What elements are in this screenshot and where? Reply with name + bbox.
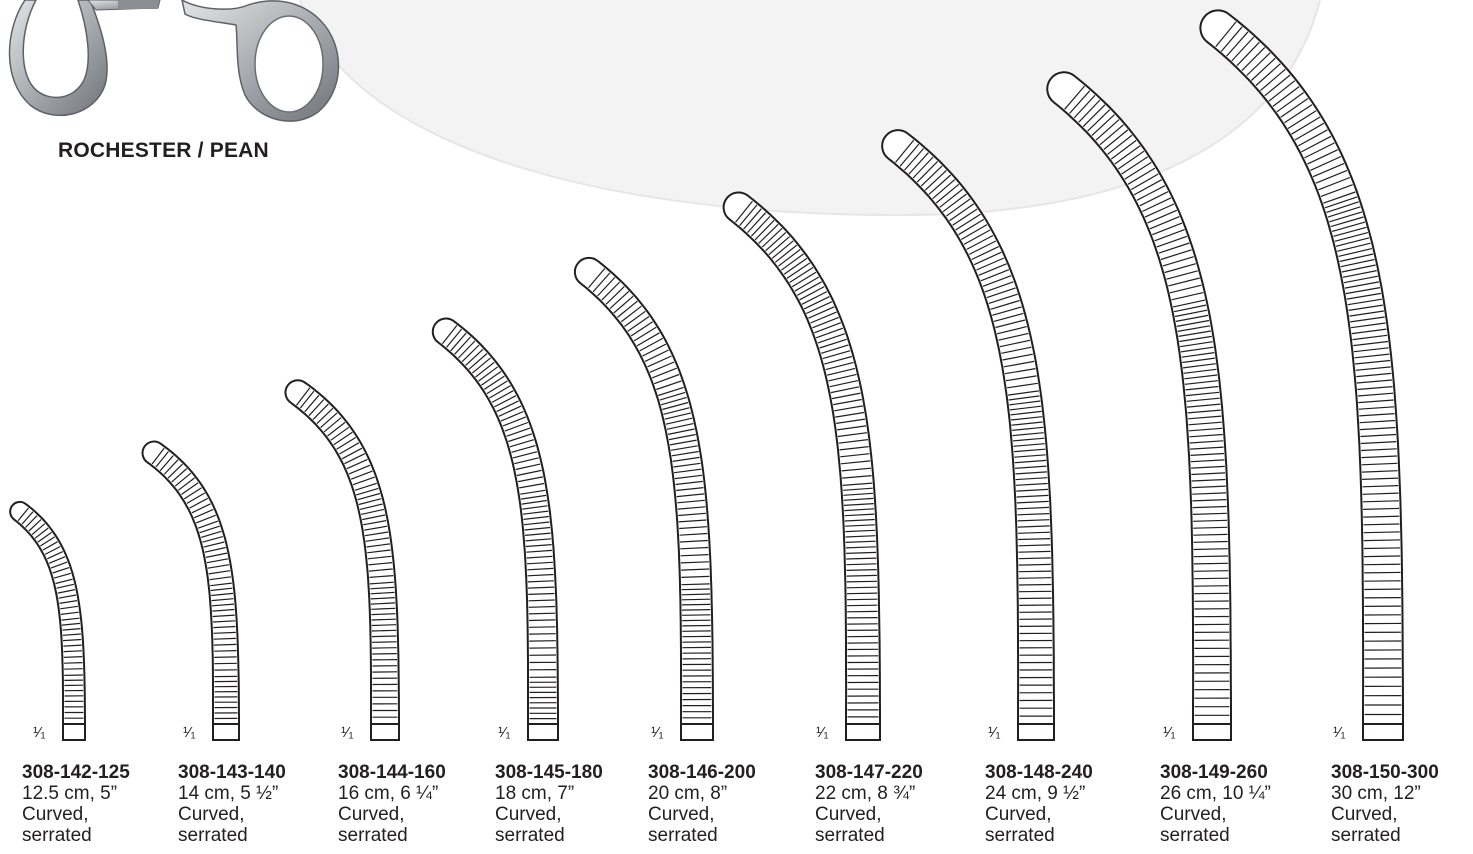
box-joint [845,723,881,741]
product-shape: Curved, [178,804,245,825]
product-label: 308-144-160 16 cm, 6 ¼” Curved, serrated [338,762,488,846]
product-code: 308-147-220 [815,762,923,783]
product-size: 20 cm, 8” [648,783,728,804]
jaw-outline [141,440,240,725]
product-size: 12.5 cm, 5” [22,783,118,804]
box-joint [212,723,240,741]
product-jaw-type: serrated [1160,825,1230,846]
scale-marker: ¹⁄₁ [1333,724,1346,741]
forceps-jaw-308-149-260 [1046,71,1232,741]
jaw-outline [9,500,86,725]
forceps-jaw-308-144-160 [284,379,400,741]
product-jaw-type: serrated [338,825,408,846]
product-code: 308-145-180 [495,762,603,783]
scale-marker: ¹⁄₁ [33,724,46,741]
product-size: 24 cm, 9 ½” [985,783,1086,804]
product-jaw-type: serrated [985,825,1055,846]
jaw-serrations [17,507,84,719]
jaw-outline [284,379,400,725]
product-shape: Curved, [815,804,882,825]
jaw-outline [722,191,881,725]
product-shape: Curved, [648,804,715,825]
scale-marker: ¹⁄₁ [988,724,1001,741]
product-size: 22 cm, 8 ¾” [815,783,916,804]
scale-marker: ¹⁄₁ [1163,724,1176,741]
product-size: 26 cm, 10 ¼” [1160,783,1271,804]
jaw-serrations [1064,85,1230,716]
scale-marker: ¹⁄₁ [816,724,829,741]
jaw-outline [1046,71,1232,725]
jaw-serrations [588,268,712,719]
box-joint [62,723,86,741]
product-label: 308-148-240 24 cm, 9 ½” Curved, serrated [985,762,1135,846]
forceps-jaw-308-147-220 [722,191,881,741]
product-label: 308-145-180 18 cm, 7” Curved, serrated [495,762,645,846]
product-shape: Curved, [22,804,89,825]
scale-marker: ¹⁄₁ [498,724,511,741]
box-joint [1192,723,1232,741]
product-label: 308-146-200 20 cm, 8” Curved, serrated [648,762,798,846]
product-jaw-type: serrated [648,825,718,846]
product-code: 308-148-240 [985,762,1093,783]
jaw-serrations [1215,21,1402,716]
product-shape: Curved, [1160,804,1227,825]
scale-marker: ¹⁄₁ [183,724,196,741]
product-code: 308-144-160 [338,762,446,783]
jaw-serrations [151,447,238,720]
box-joint [1017,723,1055,741]
product-size: 30 cm, 12” [1331,783,1421,804]
product-label: 308-147-220 22 cm, 8 ¾” Curved, serrated [815,762,965,846]
jaw-serrations [441,325,557,720]
forceps-jaw-308-145-180 [431,317,559,741]
product-size: 14 cm, 5 ½” [178,783,279,804]
instruments-group [9,9,1404,741]
jaw-outline [881,129,1055,725]
forceps-jaw-308-143-140 [141,440,240,741]
product-shape: Curved, [495,804,562,825]
jaw-outline [1199,9,1404,725]
forceps-jaw-308-148-240 [881,129,1055,741]
jaw-outline [431,317,559,725]
product-size: 18 cm, 7” [495,783,575,804]
product-code: 308-149-260 [1160,762,1268,783]
product-shape: Curved, [1331,804,1398,825]
scale-marker: ¹⁄₁ [341,724,354,741]
product-size: 16 cm, 6 ¼” [338,783,439,804]
jaw-serrations [296,387,398,718]
box-joint [680,723,714,741]
box-joint [527,723,559,741]
product-code: 308-142-125 [22,762,130,783]
jaw-serrations [895,139,1053,717]
product-jaw-type: serrated [178,825,248,846]
product-label: 308-142-125 12.5 cm, 5” Curved, serrated [22,762,172,846]
jaw-serrations [735,200,879,718]
product-label: 308-150-300 30 cm, 12” Curved, serrated [1331,762,1473,846]
box-joint [1362,723,1404,741]
product-jaw-type: serrated [815,825,885,846]
scale-marker: ¹⁄₁ [651,724,664,741]
product-code: 308-146-200 [648,762,756,783]
box-joint [370,723,400,741]
background-arc [299,0,1321,217]
product-jaw-type: serrated [1331,825,1401,846]
product-label: 308-149-260 26 cm, 10 ¼” Curved, serrated [1160,762,1310,846]
product-label: 308-143-140 14 cm, 5 ½” Curved, serrated [178,762,328,846]
product-code: 308-150-300 [1331,762,1439,783]
product-jaw-type: serrated [495,825,565,846]
forceps-jaw-308-150-300 [1199,9,1404,741]
forceps-jaw-308-142-125 [9,500,86,741]
forceps-jaw-308-146-200 [573,256,714,741]
product-jaw-type: serrated [22,825,92,846]
product-title: ROCHESTER / PEAN [58,139,269,162]
forceps-handle-image [8,0,340,122]
product-shape: Curved, [338,804,405,825]
product-code: 308-143-140 [178,762,286,783]
product-shape: Curved, [985,804,1052,825]
